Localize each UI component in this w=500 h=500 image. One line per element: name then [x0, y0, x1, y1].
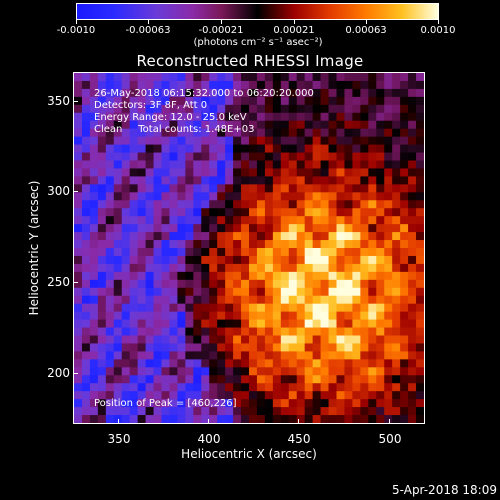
colorbar-tick-label: -0.00021: [198, 25, 244, 36]
y-axis-tick: [73, 101, 78, 102]
y-tick-label: 250: [47, 275, 70, 289]
colorbar-tick: [76, 20, 77, 24]
plot-title: Reconstructed RHESSI Image: [136, 52, 364, 70]
detectors-info: Detectors: 3F 8F, Att 0: [94, 100, 208, 111]
colorbar-tick-label: 0.00063: [345, 25, 387, 36]
x-axis-label: Heliocentric X (arcsec): [181, 447, 317, 461]
x-tick-label: 350: [107, 432, 131, 446]
rhessi-image-frame: [73, 72, 425, 424]
x-tick-label: 450: [287, 432, 311, 446]
clean-total-counts: Clean Total counts: 1.48E+03: [94, 124, 255, 135]
colorbar-tick-label: 0.00021: [273, 25, 315, 36]
colorbar-tick: [294, 20, 295, 24]
x-axis-tick: [208, 419, 209, 424]
y-axis-tick: [73, 373, 78, 374]
x-tick-label: 500: [378, 432, 402, 446]
colorbar-tick: [221, 20, 222, 24]
x-tick-label: 400: [197, 432, 221, 446]
y-tick-label: 300: [47, 184, 70, 198]
colorbar-tick: [438, 20, 439, 24]
x-axis-tick: [389, 419, 390, 424]
colorbar-tick-label: -0.0010: [56, 25, 96, 36]
colorbar-tick: [148, 20, 149, 24]
x-axis-tick: [298, 419, 299, 424]
peak-position: Position of Peak = [460,226]: [94, 398, 237, 409]
energy-range-info: Energy Range: 12.0 - 25.0 keV: [94, 112, 247, 123]
colorbar-tick-label: 0.0010: [420, 25, 456, 36]
y-axis-tick: [73, 282, 78, 283]
colorbar-units: (photons cm⁻² s⁻¹ asec⁻²): [193, 37, 323, 48]
observation-time: 26-May-2018 06:15:32.000 to 06:20:20.000: [94, 88, 314, 99]
y-axis-label: Heliocentric Y (arcsec): [27, 180, 41, 316]
colorbar-tick-label: -0.00063: [125, 25, 171, 36]
y-tick-label: 200: [47, 366, 70, 380]
rhessi-image: [74, 73, 424, 423]
y-axis-tick: [73, 191, 78, 192]
colorbar: [76, 3, 439, 20]
colorbar-tick: [366, 20, 367, 24]
x-axis-tick: [118, 419, 119, 424]
y-tick-label: 350: [47, 94, 70, 108]
date-stamp: 5-Apr-2018 18:09: [392, 483, 497, 497]
